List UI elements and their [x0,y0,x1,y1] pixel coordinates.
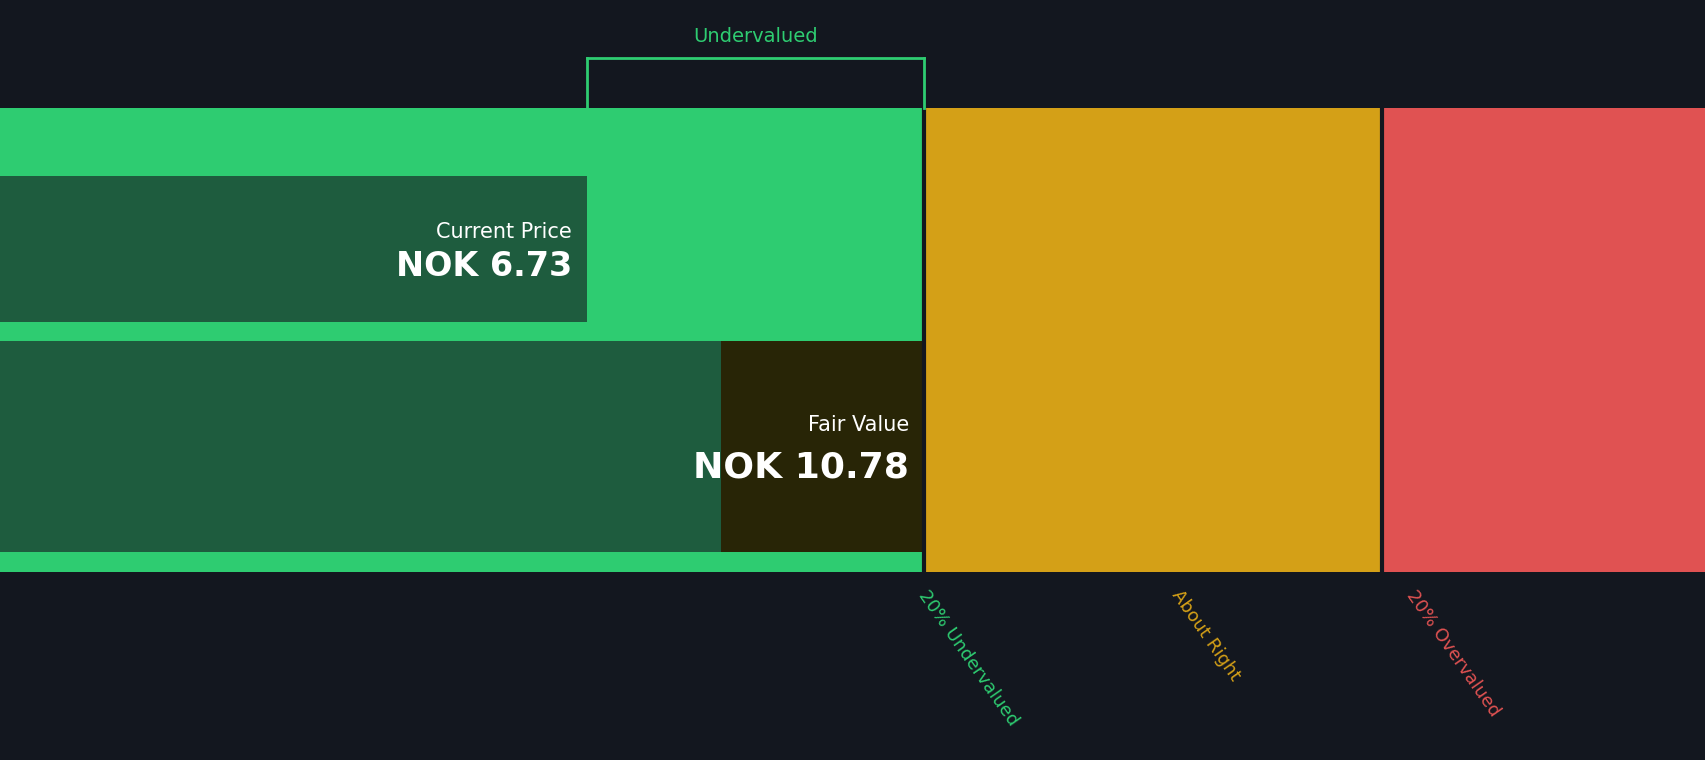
Text: 20% Undervalued: 20% Undervalued [914,587,1021,729]
Text: NOK 6.73: NOK 6.73 [396,250,571,283]
Bar [0,322,924,341]
Text: 20% Overvalued: 20% Overvalued [1402,587,1502,720]
Text: Fair Value: Fair Value [806,416,909,435]
Bar [0,176,587,322]
Bar [0,108,924,572]
Bar [0,341,924,552]
Bar [587,176,924,322]
Text: NOK 10.78: NOK 10.78 [692,451,909,485]
Bar [720,341,924,552]
Bar [924,108,1381,572]
Bar [1381,108,1705,572]
Text: About Right: About Right [1168,587,1243,685]
Text: Undervalued: Undervalued [692,27,817,46]
Bar [0,157,924,176]
Text: Current Price: Current Price [436,222,571,242]
Bar [0,552,924,572]
